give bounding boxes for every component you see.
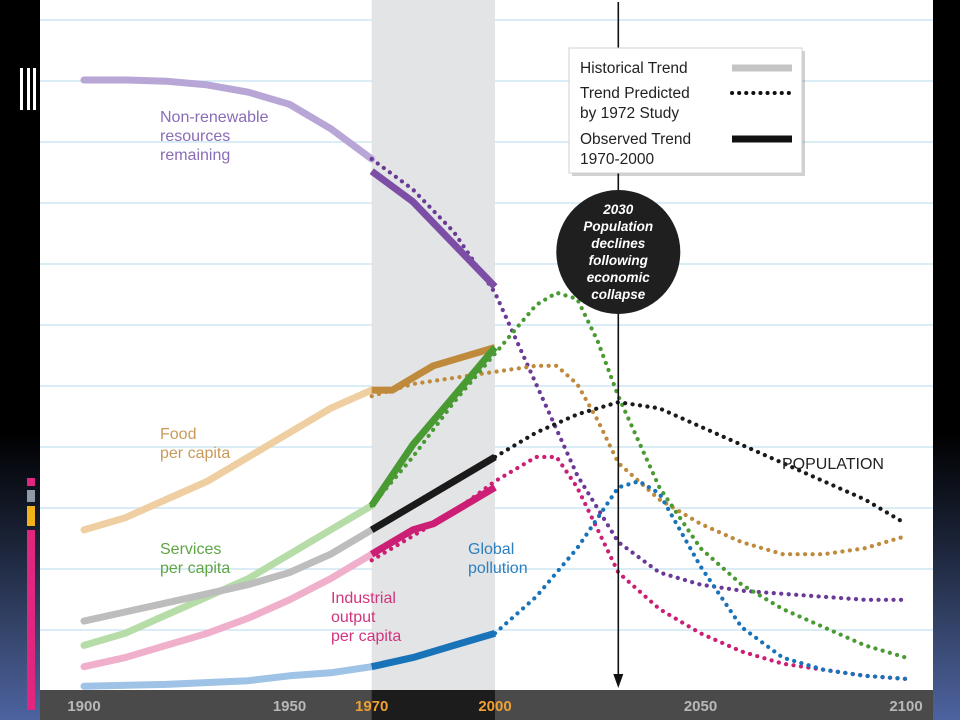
marker-annotation-line: Population — [583, 219, 653, 234]
series-label-line: Global — [468, 541, 514, 558]
year-marker: 2030 Population declines following economic c… — [556, 2, 681, 688]
population-observed-line — [369, 453, 497, 533]
series-industrial — [80, 454, 909, 681]
marker-annotation-line: economic — [587, 270, 651, 285]
industrial-observed-line — [369, 484, 497, 558]
x-tick-label: 1950 — [273, 698, 306, 715]
x-tick-label: 1900 — [67, 698, 100, 715]
legend-label: Observed Trend — [580, 131, 691, 148]
series-label-line: Food — [160, 426, 196, 443]
food-historical-line — [80, 386, 376, 534]
marker-annotation-line: 2030 — [602, 202, 634, 217]
deco-bar — [33, 68, 36, 110]
legend-item-historical: Historical Trend — [580, 60, 792, 77]
series-pollution — [80, 479, 909, 690]
series-label-line: pollution — [468, 560, 528, 577]
series-label-resources: Non-renewable resources remaining — [160, 109, 269, 164]
x-axis-ticks: 1900 1950 1970 2000 2050 2100 — [67, 698, 922, 715]
deco-square — [27, 490, 35, 502]
marker-arrowhead — [613, 674, 624, 688]
deco-bar — [27, 68, 30, 110]
legend-label: 1970-2000 — [580, 151, 655, 168]
legend-item-observed: Observed Trend 1970-2000 — [580, 131, 792, 168]
industrial-historical-line — [80, 550, 376, 671]
resources-observed-line — [369, 168, 498, 290]
x-tick-label: 1970 — [355, 698, 388, 715]
pollution-historical-line — [80, 663, 376, 690]
services-observed-line — [368, 345, 498, 508]
shaded-period-axis — [371, 690, 495, 720]
series-label-line: per capita — [160, 445, 230, 462]
legend-label: by 1972 Study — [580, 105, 679, 122]
series-layer — [80, 76, 909, 690]
series-label-population: POPULATION — [782, 456, 884, 473]
food-observed-line — [371, 344, 496, 394]
series-population — [80, 400, 909, 625]
marker-annotation-line: declines — [591, 236, 646, 251]
deco-square — [27, 478, 35, 486]
resources-predicted-line — [369, 156, 909, 602]
series-label-line: Industrial — [331, 590, 396, 607]
series-labels: Non-renewable resources remaining Food per c… — [160, 109, 884, 645]
population-historical-line — [80, 526, 376, 625]
x-tick-label: 2100 — [889, 698, 922, 715]
resources-historical-line — [80, 76, 376, 163]
legend-item-predicted: Trend Predicted by 1972 Study — [580, 85, 794, 122]
series-label-line: per capita — [331, 628, 401, 645]
series-label-line: Non-renewable — [160, 109, 269, 126]
legend-label: Trend Predicted — [580, 85, 690, 102]
series-label-services: Services per capita — [160, 541, 230, 577]
legend-label: Historical Trend — [580, 60, 688, 77]
x-tick-label: 2000 — [478, 698, 511, 715]
series-label-line: remaining — [160, 147, 230, 164]
series-label-line: output — [331, 609, 376, 626]
marker-annotation-line: following — [589, 253, 649, 268]
shaded-period-band — [371, 0, 495, 690]
x-tick-label: 2050 — [684, 698, 717, 715]
deco-square — [27, 506, 35, 526]
series-label-line: POPULATION — [782, 456, 884, 473]
series-resources — [80, 76, 909, 602]
pollution-predicted-line — [492, 479, 909, 681]
series-label-line: resources — [160, 128, 230, 145]
series-label-line: per capita — [160, 560, 230, 577]
pollution-observed-line — [370, 629, 496, 671]
deco-bar — [20, 68, 23, 110]
series-label-industrial: Industrial output per capita — [331, 590, 401, 645]
deco-bar — [27, 530, 35, 710]
marker-annotation-circle — [556, 190, 681, 314]
series-label-line: Services — [160, 541, 221, 558]
series-label-food: Food per capita — [160, 426, 230, 462]
services-predicted-line — [369, 290, 909, 660]
series-label-pollution: Global pollution — [468, 541, 528, 577]
legend: Historical Trend Trend Predicted by 1972 S… — [568, 47, 805, 176]
marker-annotation-line: collapse — [591, 287, 646, 302]
shaded-period — [371, 0, 495, 720]
